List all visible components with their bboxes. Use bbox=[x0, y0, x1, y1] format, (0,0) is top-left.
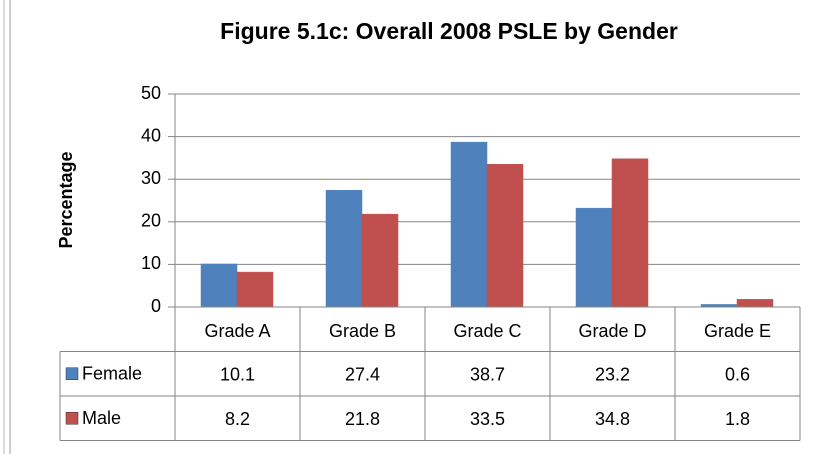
bar bbox=[575, 207, 613, 308]
table-cell: 33.5 bbox=[470, 409, 505, 429]
bar bbox=[361, 213, 399, 308]
chart-title: Figure 5.1c: Overall 2008 PSLE by Gender bbox=[220, 18, 678, 44]
y-tick-label: 40 bbox=[141, 125, 161, 145]
legend-swatch bbox=[65, 412, 79, 425]
bar bbox=[450, 141, 488, 308]
table-cell: 10.1 bbox=[220, 365, 255, 385]
table-cell: 1.8 bbox=[725, 409, 750, 429]
y-tick-label: 10 bbox=[141, 253, 161, 273]
x-tick-label: Grade A bbox=[204, 321, 270, 341]
bar bbox=[611, 158, 649, 308]
legend-label: Female bbox=[82, 364, 142, 384]
bar bbox=[486, 164, 524, 308]
table-cell: 27.4 bbox=[345, 365, 380, 385]
table-cell: 38.7 bbox=[470, 365, 505, 385]
table-cell: 34.8 bbox=[595, 409, 630, 429]
table-cell: 8.2 bbox=[225, 409, 250, 429]
x-tick-label: Grade E bbox=[704, 321, 771, 341]
table-cell: 21.8 bbox=[345, 409, 380, 429]
y-tick-label: 30 bbox=[141, 168, 161, 188]
y-tick-label: 50 bbox=[141, 83, 161, 103]
y-tick-label: 20 bbox=[141, 211, 161, 231]
table-cell: 23.2 bbox=[595, 365, 630, 385]
y-axis-label: Percentage bbox=[56, 151, 76, 248]
bar bbox=[200, 263, 238, 308]
x-tick-label: Grade D bbox=[578, 321, 646, 341]
bar bbox=[236, 271, 274, 308]
x-tick-label: Grade C bbox=[453, 321, 521, 341]
bar bbox=[325, 190, 363, 308]
y-tick-label: 0 bbox=[151, 296, 161, 316]
bar bbox=[736, 299, 774, 308]
x-tick-label: Grade B bbox=[329, 321, 396, 341]
table-cell: 0.6 bbox=[725, 365, 750, 385]
legend-swatch bbox=[65, 367, 79, 380]
legend-label: Male bbox=[82, 408, 121, 428]
